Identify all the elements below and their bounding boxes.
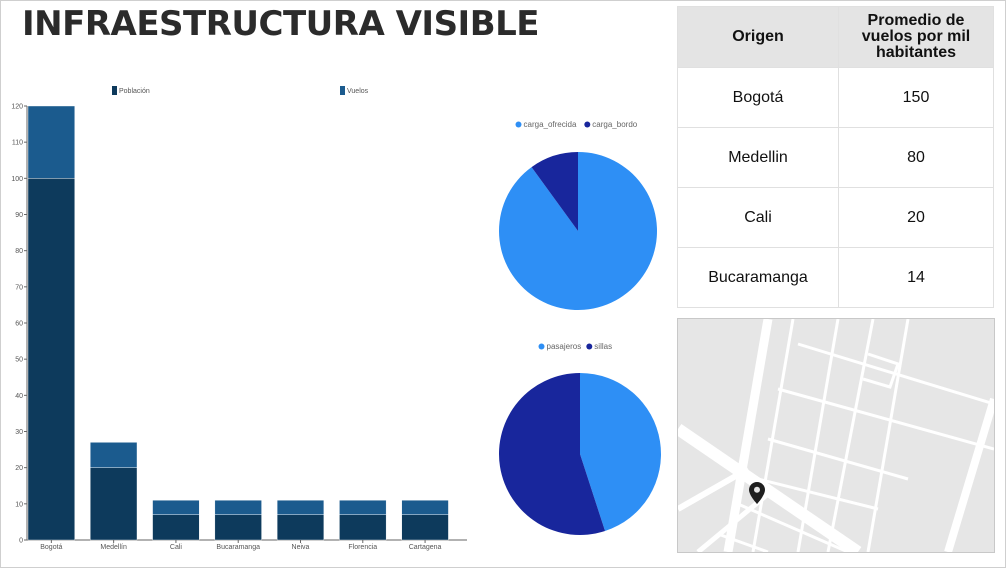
legend-label: carga_ofrecida bbox=[524, 120, 577, 129]
y-tick-label: 20 bbox=[15, 465, 23, 472]
bar-poblacin-6[interactable] bbox=[401, 514, 449, 541]
y-tick-label: 80 bbox=[15, 248, 23, 255]
table-row: Medellin 80 bbox=[677, 127, 994, 188]
map-pin-icon[interactable] bbox=[749, 482, 765, 504]
pie-slice-sillas[interactable] bbox=[499, 373, 606, 535]
bar-poblacin-4[interactable] bbox=[276, 514, 325, 541]
table-row: Bogotá 150 bbox=[677, 67, 994, 128]
x-tick-label: Medellín bbox=[100, 544, 127, 551]
x-tick-label: Cali bbox=[170, 544, 183, 551]
bar-vuelos-2[interactable] bbox=[152, 500, 200, 515]
cell-origen: Bucaramanga bbox=[677, 247, 839, 308]
legend-label: Vuelos bbox=[347, 88, 369, 95]
y-tick-label: 10 bbox=[15, 501, 23, 508]
y-tick-label: 110 bbox=[12, 140, 23, 147]
column-header-promedio: Promedio de vuelos por mil habitantes bbox=[838, 6, 994, 68]
pie-slice-carga_bordo[interactable] bbox=[531, 152, 578, 231]
y-tick-label: 70 bbox=[15, 284, 23, 291]
y-tick-label: 40 bbox=[15, 393, 23, 400]
pie-chart-carga: carga_ofrecida carga_bordo bbox=[499, 120, 657, 310]
legend-label: sillas bbox=[594, 342, 612, 351]
legend-dot bbox=[584, 121, 591, 128]
bar-vuelos-4[interactable] bbox=[276, 500, 325, 515]
map-streets bbox=[678, 319, 994, 552]
y-tick-label: 120 bbox=[11, 104, 23, 111]
cell-promedio: 20 bbox=[838, 187, 994, 248]
y-tick-label: 60 bbox=[15, 321, 23, 328]
pie-chart-pasajeros: pasajeros sillas bbox=[499, 342, 661, 535]
bar-poblacin-0[interactable] bbox=[27, 178, 75, 541]
x-tick-label: Florencia bbox=[348, 544, 377, 551]
bar-poblacin-1[interactable] bbox=[90, 467, 138, 541]
bar-vuelos-3[interactable] bbox=[214, 500, 262, 515]
y-tick-label: 0 bbox=[19, 538, 23, 545]
y-tick-label: 30 bbox=[15, 429, 23, 436]
x-tick-label: Cartagena bbox=[409, 544, 442, 551]
x-tick-label: Bogotá bbox=[40, 544, 62, 551]
bar-vuelos-0[interactable] bbox=[27, 105, 75, 179]
table-row: Bucaramanga 14 bbox=[677, 247, 994, 308]
bar-poblacin-2[interactable] bbox=[152, 514, 200, 541]
y-tick-label: 100 bbox=[11, 176, 23, 183]
x-tick-label: Neiva bbox=[292, 544, 310, 551]
table-row: Cali 20 bbox=[677, 187, 994, 248]
bar-poblacin-5[interactable] bbox=[339, 514, 387, 541]
bar-chart: 0 10 20 30 40 50 60 70 80 90 100 110 120 Bogotá Medell… bbox=[11, 86, 467, 551]
legend-label: pasajeros bbox=[547, 342, 582, 351]
cell-origen: Cali bbox=[677, 187, 839, 248]
y-tick-label: 90 bbox=[15, 212, 23, 219]
cell-origen: Medellin bbox=[677, 127, 839, 188]
legend-dot bbox=[515, 121, 522, 128]
cell-promedio: 80 bbox=[838, 127, 994, 188]
x-tick-label: Bucaramanga bbox=[216, 544, 260, 551]
y-tick-label: 50 bbox=[15, 357, 23, 364]
legend-label: carga_bordo bbox=[592, 120, 637, 129]
legend-dot bbox=[586, 343, 593, 350]
bar-vuelos-1[interactable] bbox=[90, 442, 138, 468]
legend-label: Población bbox=[119, 88, 150, 95]
legend-swatch bbox=[340, 86, 345, 95]
bar-vuelos-5[interactable] bbox=[339, 500, 387, 515]
legend-swatch bbox=[112, 86, 117, 95]
dashboard-title: INFRAESTRUCTURA VISIBLE bbox=[22, 4, 540, 44]
bar-poblacin-3[interactable] bbox=[214, 514, 262, 541]
legend-dot bbox=[538, 343, 545, 350]
column-header-origen: Origen bbox=[677, 6, 839, 68]
map-view[interactable] bbox=[677, 318, 995, 553]
cell-promedio: 14 bbox=[838, 247, 994, 308]
flights-table: Origen Promedio de vuelos por mil habita… bbox=[677, 6, 994, 308]
bar-vuelos-6[interactable] bbox=[401, 500, 449, 515]
cell-promedio: 150 bbox=[838, 67, 994, 128]
cell-origen: Bogotá bbox=[677, 67, 839, 128]
pie-slice-pasajeros[interactable] bbox=[580, 373, 661, 532]
